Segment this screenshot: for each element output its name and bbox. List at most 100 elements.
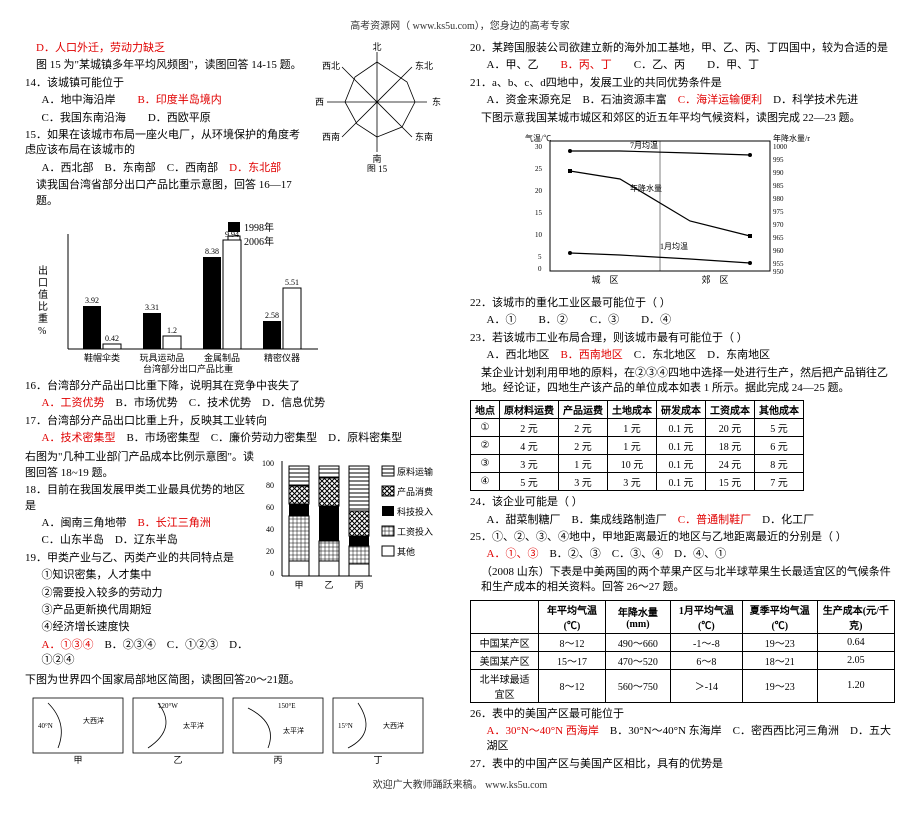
q20-c: C．乙、丙 (634, 59, 685, 71)
svg-text:北: 北 (372, 42, 381, 52)
svg-text:年降水量/mm: 年降水量/mm (773, 133, 810, 143)
q23: 23．若该城市工业布局合理，则该城市最有可能位于（ ） (470, 331, 895, 346)
page-header: 高考资源网（ www.ks5u.com），您身边的高考专家 (25, 20, 895, 34)
q15-a: A．西北部 (42, 162, 94, 174)
q14-b: B．印度半岛境内 (137, 94, 221, 106)
q25-d: D．④、① (674, 548, 726, 560)
svg-text:丙: 丙 (354, 580, 363, 590)
svg-text:出: 出 (38, 264, 48, 277)
q19-b: B．②③④ (104, 639, 155, 651)
svg-text:丙: 丙 (273, 755, 282, 765)
right-column: 20．某跨国服装公司欲建立新的海外加工基地，甲、乙、丙、丁四国中，较为合适的是 … (470, 39, 895, 774)
q17-a: A．技术密集型 (42, 432, 116, 444)
svg-text:西北: 西北 (322, 61, 340, 71)
svg-text:口: 口 (38, 278, 48, 289)
svg-text:东: 东 (432, 96, 441, 107)
q17: 17．台湾部分产品出口比重上升，反映其工业转向 (25, 414, 450, 429)
q23-a: A．西北地区 (487, 349, 550, 361)
svg-text:气温/℃: 气温/℃ (525, 133, 551, 143)
svg-text:%: % (38, 326, 46, 337)
q22-c: C．③ (590, 314, 619, 326)
export-bar-chart: 1998年 2006年 出口值比重% 3.92 0.42 3.31 1.2 8.… (28, 214, 328, 374)
wind-rose-chart: 北 东 南 西 东北东南 西北西南 图 15 (307, 42, 447, 172)
climate-chart: 气温/℃年降水量/mm 302520151050 100099599098598… (510, 131, 810, 291)
q14-d: D．西欧平原 (148, 112, 211, 124)
left-column: D．人口外迁，劳动力缺乏 图 15 为"某城镇多年平均风频图"，读图回答 14-… (25, 39, 450, 774)
svg-text:东北: 东北 (415, 60, 433, 71)
q14-c: C．我国东南沿海 (42, 112, 126, 124)
tw-intro: 读我国台湾省部分出口产品比重示意图，回答 16—17 题。 (25, 178, 304, 209)
q16-c: C．技术优势 (189, 397, 251, 409)
svg-text:40°N: 40°N (38, 722, 53, 730)
q24: 24．该企业可能是（ ） (470, 495, 895, 510)
svg-text:5: 5 (538, 253, 542, 261)
svg-text:9.94: 9.94 (225, 230, 239, 239)
svg-text:玩具运动品: 玩具运动品 (139, 353, 184, 363)
svg-text:20: 20 (266, 547, 274, 556)
svg-text:25: 25 (535, 165, 543, 173)
svg-text:15°N: 15°N (338, 722, 353, 730)
svg-text:太平洋: 太平洋 (183, 721, 204, 730)
q19-2: ②需要投入较多的劳动力 (25, 586, 254, 601)
svg-text:1000: 1000 (773, 143, 788, 151)
q17-c: C．廉价劳动力密集型 (211, 432, 317, 444)
svg-text:980: 980 (773, 195, 784, 203)
q14-a: A．地中海沿岸 (42, 94, 116, 106)
q19: 19．甲类产业与乙、丙类产业的共同特点是 (25, 551, 254, 566)
svg-text:工资投入: 工资投入 (397, 526, 433, 537)
q24-c: C．普通制鞋厂 (678, 514, 751, 526)
q15-d: D．东北部 (229, 162, 281, 174)
svg-text:精密仪器: 精密仪器 (264, 352, 300, 363)
option-d: D．人口外迁，劳动力缺乏 (25, 41, 304, 56)
q22-d: D．④ (641, 314, 671, 326)
q25-b: B．②、③ (549, 548, 600, 560)
svg-text:东南: 东南 (415, 131, 433, 142)
q25: 25．①、②、③、④地中，甲地距离最近的地区与乙地距离最近的分别是（ ） (470, 530, 895, 545)
svg-text:2006年: 2006年 (244, 235, 274, 248)
q26-a: A．30°N～40°N 西海岸 (487, 725, 599, 737)
q22-b: B．② (538, 314, 567, 326)
svg-text:8.38: 8.38 (205, 247, 219, 256)
svg-text:120°W: 120°W (158, 702, 178, 710)
svg-text:20: 20 (535, 187, 543, 195)
q15-c: C．西南部 (167, 162, 218, 174)
cost-table: 地点原材料运费产品运费土地成本研发成本工资成本其他成本①2 元2 元1 元0.1… (470, 400, 804, 491)
q18-d: D．辽东半岛 (115, 534, 178, 546)
svg-text:990: 990 (773, 169, 784, 177)
q24-a: A．甜菜制糖厂 (487, 514, 561, 526)
q18-c: C．山东半岛 (42, 534, 104, 546)
svg-text:1月均温: 1月均温 (660, 241, 688, 251)
sd-intro: （2008 山东）下表是中美两国的两个苹果产区与北半球苹果生长最适宜区的气候条件… (470, 565, 895, 596)
svg-text:985: 985 (773, 182, 784, 190)
q23-c: C．东北地区 (634, 349, 696, 361)
q18-b: B．长江三角洲 (137, 517, 210, 529)
svg-text:甲: 甲 (294, 580, 303, 590)
q21-a: A．资金来源充足 (487, 94, 572, 106)
svg-text:150°E: 150°E (278, 702, 296, 710)
svg-text:金属制品: 金属制品 (204, 352, 240, 363)
q16-d: D．信息优势 (262, 397, 325, 409)
svg-text:乙: 乙 (173, 755, 182, 765)
q24-b: B．集成线路制造厂 (571, 514, 666, 526)
svg-text:南: 南 (372, 153, 381, 164)
table1-intro: 某企业计划利用甲地的原料，在②③④四地中选择一处进行生产，然后把产品销往乙地。经… (470, 366, 895, 397)
svg-text:0.42: 0.42 (105, 334, 119, 343)
four-maps: 40°N大西洋 120°W太平洋 150°E太平洋 15°N大西洋 甲乙丙丁 (28, 693, 428, 768)
svg-text:大西洋: 大西洋 (383, 721, 404, 730)
svg-text:比: 比 (38, 301, 48, 313)
svg-text:3.92: 3.92 (85, 296, 99, 305)
svg-text:40: 40 (266, 525, 274, 534)
svg-text:30: 30 (535, 143, 543, 151)
q15: 15．如果在该城市布局一座火电厂，从环境保护的角度考虑应该布局在该城市的 (25, 128, 304, 159)
svg-text:城 区: 城 区 (591, 275, 618, 285)
q23-d: D．东南地区 (707, 349, 770, 361)
q26-b: B．30°N～40°N 东海岸 (610, 725, 722, 737)
svg-text:60: 60 (266, 503, 274, 512)
q18: 18．目前在我国发展甲类工业最具优势的地区是 (25, 483, 254, 514)
q23-b: B．西南地区 (560, 349, 622, 361)
svg-text:965: 965 (773, 234, 784, 242)
q19-1: ①知识密集，人才集中 (25, 568, 254, 583)
q21-c: C．海洋运输便利 (678, 94, 762, 106)
svg-text:值: 值 (38, 288, 48, 301)
q27: 27．表中的中国产区与美国产区相比，具有的优势是 (470, 757, 895, 772)
